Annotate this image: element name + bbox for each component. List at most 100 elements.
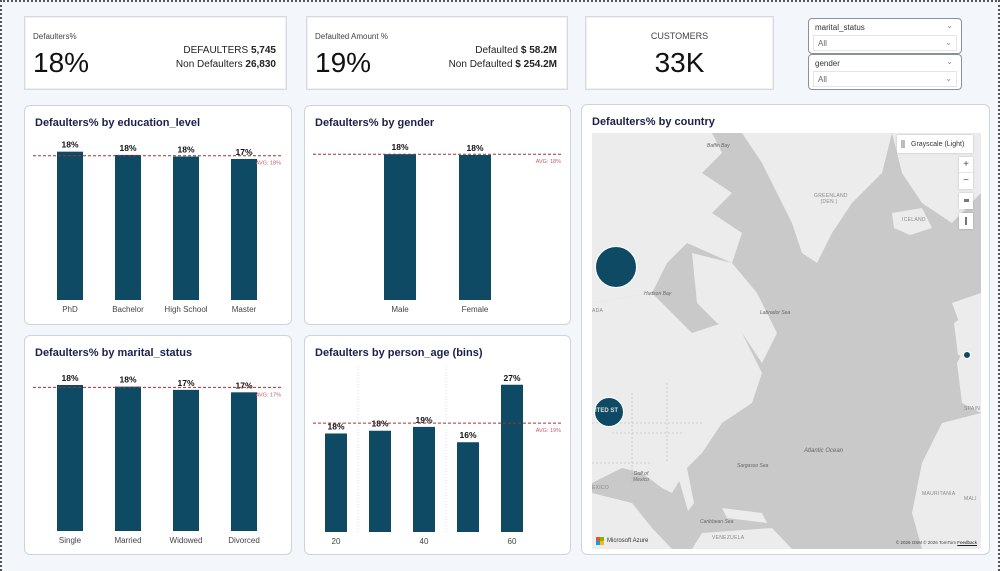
chart-education-svg: 18% 18% 18% 17% PhD Bachelor High School Master…: [33, 140, 283, 314]
defaulters-count-label: DEFAULTERS: [183, 45, 249, 56]
map-zoom-controls: + −: [959, 157, 973, 189]
bar-4: [501, 384, 523, 532]
slicer-gender-dropdown[interactable]: All ⌄: [813, 71, 957, 87]
non-defaulters-count-label: Non Defaulters: [175, 59, 243, 70]
bar-1: [115, 386, 141, 531]
chart-age-card[interactable]: Defaulters by person_age (bins) 18% 18% 19…: [304, 335, 571, 555]
map-label-iceland: ICELAND: [902, 217, 926, 223]
chart-marital-svg: 18% 18% 17% 17% Single Married Widowed Divorced…: [33, 373, 283, 545]
data-label: 18%: [177, 145, 194, 155]
map-land-greenland-east: [892, 133, 981, 223]
data-label: 17%: [177, 378, 194, 388]
bar-3: [231, 158, 257, 300]
chevron-down-icon[interactable]: ⌄: [946, 21, 953, 30]
map-label-caribbean: Caribbean Sea: [700, 519, 734, 525]
bar-1: [115, 154, 141, 300]
kpi-customers-label: CUSTOMERS: [650, 31, 709, 41]
non-defaulted-amount-value: $ 254.2M: [515, 59, 557, 70]
map-land-iceland: [892, 208, 932, 235]
chart-age-title: Defaulters by person_age (bins): [315, 347, 483, 359]
kpi-amount-label: Defaulted Amount %: [315, 32, 388, 41]
x-tick-label: 20: [332, 537, 341, 546]
data-label: 18%: [119, 143, 136, 153]
avg-label: AVG: 18%: [536, 159, 561, 165]
data-label: 17%: [235, 380, 252, 390]
map-land-south-america: [692, 528, 792, 549]
map-bubble-united-kingdom[interactable]: [963, 351, 971, 359]
map-pitch-button[interactable]: [959, 193, 973, 209]
bar-0: [384, 154, 416, 300]
map-attribution-text: © 2026 OSM © 2026 TomTom: [895, 540, 956, 545]
map-label-gulf: Gulf of Mexico: [633, 471, 649, 483]
chevron-down-icon[interactable]: ⌄: [945, 74, 952, 83]
map-feedback-link[interactable]: Feedback: [957, 540, 977, 545]
x-tick-label: Married: [114, 536, 141, 545]
map-land-uk: [954, 313, 974, 358]
defaulters-count-value: 5,745: [250, 45, 276, 56]
data-label: 18%: [327, 421, 344, 431]
chart-gender-card[interactable]: Defaulters% by gender 18% 18% Male Female AV…: [304, 105, 571, 325]
map-land-north-america: [592, 293, 762, 493]
slicer-marital-status-value: All: [818, 39, 827, 48]
map-bubble-label: ITED ST: [595, 408, 619, 414]
map-land-labrador: [692, 253, 777, 363]
map-border-lines: [592, 383, 702, 483]
map-brand-label: Microsoft Azure: [607, 538, 649, 544]
map-title: Defaulters% by country: [592, 116, 715, 128]
map-label-baffin: Baffin Bay: [707, 143, 730, 149]
chart-marital-title: Defaulters% by marital_status: [35, 347, 193, 359]
chevron-down-icon[interactable]: ⌄: [945, 38, 952, 47]
x-tick-label: Male: [391, 305, 409, 314]
zoom-in-button[interactable]: +: [959, 157, 973, 173]
pitch-icon: [963, 199, 969, 202]
map-bubble-canada[interactable]: [595, 246, 637, 288]
map-style-icon: [901, 140, 905, 148]
map-style-button[interactable]: Grayscale (Light): [897, 135, 973, 153]
bar-3: [231, 392, 257, 531]
map-bubble-united-states[interactable]: ITED ST: [594, 397, 624, 427]
map-card[interactable]: Defaulters% by country: [581, 104, 990, 555]
kpi-amount-card: Defaulted Amount % 19% Defaulted $ 58.2M…: [306, 16, 568, 90]
chart-gender-title: Defaulters% by gender: [315, 117, 435, 129]
data-label: 18%: [371, 419, 388, 429]
map-compass-button[interactable]: [959, 213, 973, 229]
kpi-customers-card: CUSTOMERS 33K: [585, 16, 774, 90]
map-land-baffin: [652, 163, 712, 223]
data-label: 16%: [459, 430, 476, 440]
zoom-out-button[interactable]: −: [963, 175, 969, 186]
map-label-spain: SPAIN: [964, 406, 981, 412]
map-label-labrador: Labrador Sea: [760, 310, 791, 316]
defaulted-amount-label: Defaulted: [475, 45, 519, 56]
chart-education-card[interactable]: Defaulters% by education_level 18% 18% 18%…: [24, 105, 292, 325]
avg-label: AVG: 19%: [536, 428, 561, 434]
bar-2: [173, 156, 199, 300]
data-label: 18%: [61, 140, 78, 150]
kpi-customers-value: 33K: [654, 47, 705, 78]
slicer-gender[interactable]: gender ⌄ All ⌄: [808, 54, 962, 90]
map-canvas[interactable]: Baffin Bay GREENLAND (DEN.) ICELAND Huds…: [592, 133, 981, 549]
map-brand: Microsoft Azure: [596, 537, 648, 545]
kpi-defaulters-value: 18%: [33, 47, 90, 78]
chevron-down-icon[interactable]: ⌄: [946, 57, 953, 66]
x-tick-label: Single: [59, 536, 82, 545]
compass-icon: [965, 217, 967, 225]
data-label: 18%: [466, 143, 483, 153]
kpi-amount-value: 19%: [315, 47, 372, 78]
x-tick-label: High School: [164, 305, 207, 314]
defaulted-amount-value: $ 58.2M: [520, 45, 557, 56]
slicer-gender-value: All: [818, 75, 827, 84]
slicer-marital-status[interactable]: marital_status ⌄ All ⌄: [808, 18, 962, 54]
slicer-marital-status-title: marital_status: [815, 23, 865, 32]
avg-label: AVG: 18%: [256, 161, 281, 167]
data-label: 18%: [119, 375, 136, 385]
data-label: 18%: [61, 373, 78, 383]
map-label-mauritania: MAURITANIA: [922, 491, 956, 497]
slicer-marital-status-dropdown[interactable]: All ⌄: [813, 35, 957, 51]
x-tick-label: PhD: [62, 305, 78, 314]
avg-label: AVG: 17%: [256, 392, 281, 398]
bar-3: [457, 442, 479, 532]
bar-1: [369, 430, 391, 532]
chart-education-title: Defaulters% by education_level: [35, 117, 201, 129]
chart-marital-card[interactable]: Defaulters% by marital_status 18% 18% 17% 1…: [24, 335, 292, 555]
